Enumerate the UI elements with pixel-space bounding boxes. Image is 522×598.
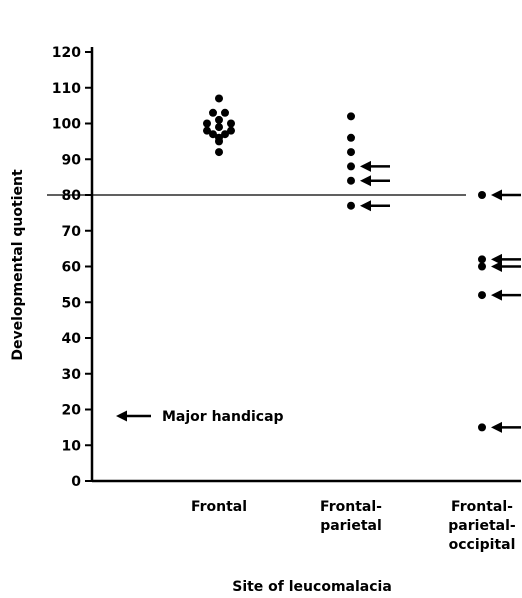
data-point	[203, 126, 211, 135]
handicap-arrow	[491, 189, 521, 201]
data-point	[215, 115, 223, 124]
data-point	[347, 112, 355, 121]
handicap-arrow	[360, 160, 390, 172]
y-tick-label: 50	[62, 295, 82, 311]
handicap-arrow	[360, 200, 390, 212]
y-tick-label: 40	[62, 331, 82, 347]
category-label: parietal	[320, 518, 382, 534]
y-tick-label: 90	[62, 152, 82, 168]
data-point	[221, 130, 229, 139]
arrow-head	[491, 421, 502, 433]
data-point	[347, 162, 355, 171]
handicap-arrow	[491, 253, 521, 265]
handicap-arrows	[360, 160, 521, 433]
data-point	[215, 123, 223, 132]
y-tick-label: 80	[62, 188, 82, 204]
category-label: Frontal-	[451, 499, 513, 515]
data-point	[203, 119, 211, 128]
data-point	[478, 291, 486, 300]
arrow-head	[360, 160, 371, 172]
data-point	[227, 126, 235, 135]
category-label: Frontal-	[320, 499, 382, 515]
data-point	[209, 130, 217, 139]
y-tick-label: 60	[62, 260, 82, 276]
arrow-head	[491, 289, 502, 301]
handicap-arrow	[491, 289, 521, 301]
arrow-head	[491, 189, 502, 201]
data-point	[347, 148, 355, 157]
data-point	[215, 94, 223, 103]
data-point	[227, 119, 235, 128]
data-point	[347, 133, 355, 142]
data-point	[215, 137, 223, 146]
y-tick-label: 100	[52, 117, 81, 133]
legend-arrow-icon	[116, 410, 151, 422]
y-tick-label: 0	[71, 474, 81, 490]
y-tick-label: 20	[62, 403, 82, 419]
y-tick-label: 70	[62, 224, 82, 240]
data-point	[215, 148, 223, 157]
y-ticks: 0 10 20 30 40 50 60 70 80 90 100 110 120	[52, 45, 92, 490]
y-tick-label: 10	[62, 438, 82, 454]
legend: Major handicap	[116, 409, 284, 425]
y-tick-label: 30	[62, 367, 82, 383]
data-point	[478, 255, 486, 264]
y-axis-title: Developmental quotient	[10, 169, 26, 361]
handicap-arrow	[360, 175, 390, 187]
y-tick-label: 110	[52, 81, 81, 97]
y-tick-label: 120	[52, 45, 81, 61]
handicap-arrow	[491, 261, 521, 272]
arrow-head	[360, 175, 371, 187]
data-point	[347, 176, 355, 185]
handicap-arrow	[491, 421, 521, 433]
data-points	[203, 94, 486, 432]
axes	[90, 47, 521, 483]
arrow-head	[360, 200, 371, 212]
arrow-head	[116, 410, 127, 422]
data-point	[221, 108, 229, 117]
data-point	[478, 191, 486, 199]
category-label: Frontal	[191, 499, 247, 515]
category-label: occipital	[449, 537, 516, 553]
data-point	[209, 108, 217, 117]
legend-label: Major handicap	[162, 409, 284, 425]
data-point	[478, 262, 486, 271]
x-axis-title: Site of leucomalacia	[232, 579, 392, 595]
data-point	[478, 423, 486, 432]
category-label: parietal-	[448, 518, 516, 534]
data-point	[347, 201, 355, 210]
arrow-head	[491, 261, 502, 272]
arrow-head	[491, 253, 502, 265]
category-labels: Frontal Frontal-parietal Frontal-parietal-…	[191, 499, 516, 553]
